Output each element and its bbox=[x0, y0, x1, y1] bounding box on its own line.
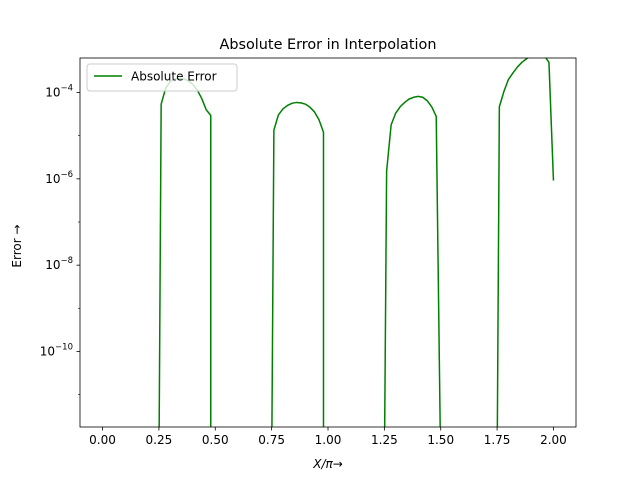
x-axis: 0.00 0.25 0.50 0.75 1.00 1.25 1.50 1.75 2.00 bbox=[89, 427, 567, 447]
x-tick-label: 0.25 bbox=[146, 433, 173, 447]
chart-title: Absolute Error in Interpolation bbox=[220, 37, 437, 53]
y-axis: 10−10 10−8 10−6 10−4 bbox=[40, 84, 80, 395]
x-tick-label: 0.50 bbox=[202, 433, 229, 447]
y-tick-label: 10−4 bbox=[45, 84, 73, 100]
legend: Absolute Error bbox=[86, 63, 238, 92]
x-tick-label: 1.25 bbox=[371, 433, 398, 447]
series-line-segment-4 bbox=[496, 58, 555, 427]
x-tick-label: 1.50 bbox=[427, 433, 454, 447]
x-tick-label: 1.75 bbox=[484, 433, 511, 447]
x-axis-label: X/π→ bbox=[312, 457, 343, 471]
y-tick-label: 10−6 bbox=[45, 170, 73, 186]
y-tick-label: 10−10 bbox=[40, 342, 73, 358]
x-tick-label: 1.00 bbox=[315, 433, 342, 447]
legend-box bbox=[86, 63, 238, 92]
y-tick-label: 10−8 bbox=[45, 256, 73, 272]
x-tick-label: 2.00 bbox=[540, 433, 567, 447]
legend-label: Absolute Error bbox=[131, 70, 217, 84]
y-axis-label: Error → bbox=[10, 224, 24, 267]
series-line-segment-2 bbox=[271, 101, 325, 427]
x-tick-label: 0.00 bbox=[89, 433, 116, 447]
x-tick-label: 0.75 bbox=[258, 433, 285, 447]
series-line-segment-3 bbox=[383, 95, 441, 427]
